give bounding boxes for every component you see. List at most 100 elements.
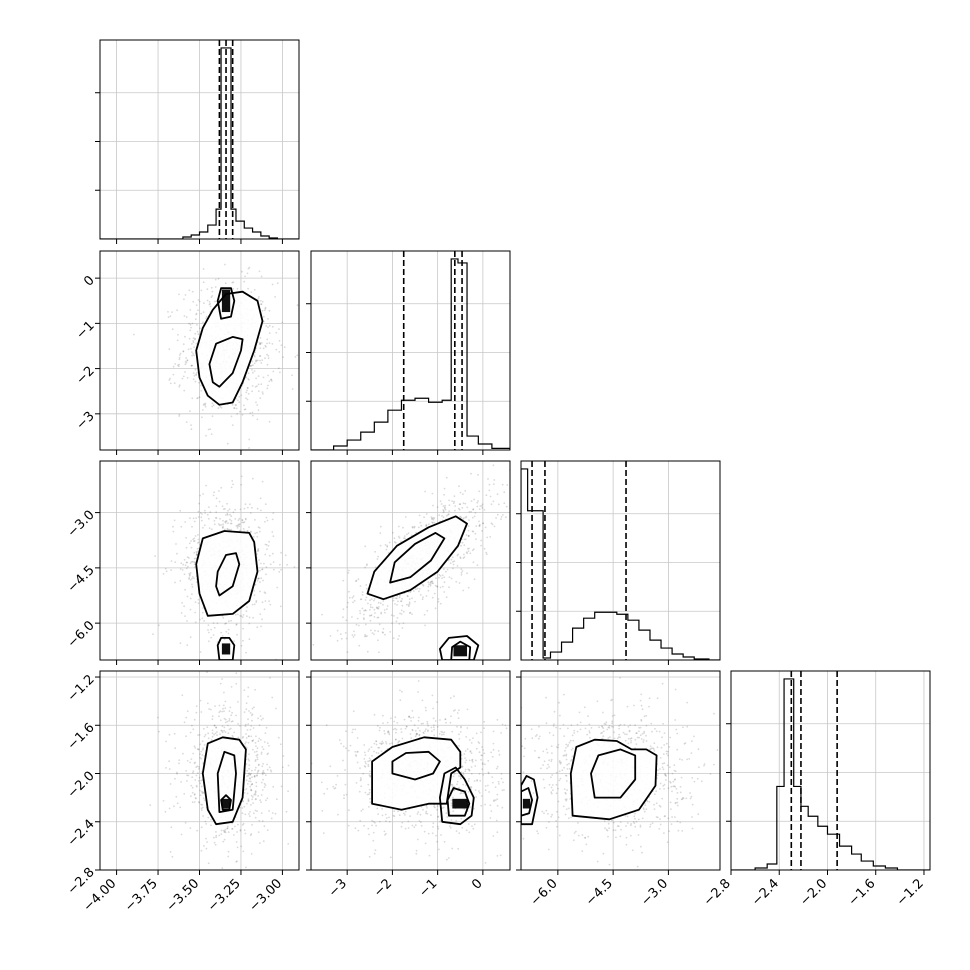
scatter-point (209, 428, 212, 430)
scatter-point (188, 578, 190, 580)
scatter-point (436, 840, 438, 843)
scatter-point (257, 383, 260, 386)
scatter-point (425, 709, 427, 712)
contour-0 (195, 290, 264, 406)
scatter-point (294, 356, 297, 358)
scatter-point (193, 537, 196, 540)
scatter-point (418, 588, 421, 590)
scatter-point (639, 665, 641, 667)
scatter-point (267, 752, 269, 755)
scatter-point (221, 710, 224, 713)
scatter-point (355, 580, 357, 583)
scatter-point (464, 502, 467, 505)
scatter-point (219, 719, 222, 722)
scatter-point (436, 725, 439, 728)
scatter-point (463, 808, 466, 811)
scatter-point (553, 723, 555, 725)
scatter-point (220, 406, 223, 409)
scatter-point (271, 531, 274, 533)
scatter-point (409, 591, 412, 594)
scatter-point (248, 772, 251, 775)
scatter-point (515, 483, 517, 485)
scatter-point (264, 784, 267, 786)
scatter-point (205, 434, 207, 437)
scatter-point (257, 769, 260, 772)
scatter-point (207, 517, 210, 520)
scatter-point (244, 742, 246, 745)
scatter-point (234, 825, 236, 828)
scatter-point (191, 586, 194, 588)
scatter-point (199, 753, 202, 756)
scatter-point (181, 377, 184, 380)
scatter-point (269, 563, 272, 566)
scatter-point (210, 286, 213, 289)
scatter-point (249, 728, 252, 731)
scatter-point (256, 535, 259, 538)
scatter-point (398, 536, 401, 539)
scatter-point (489, 495, 492, 498)
scatter-point (253, 594, 256, 596)
scatter-point (478, 791, 481, 794)
scatter-point (441, 733, 443, 736)
scatter-point (275, 331, 278, 334)
scatter-point (423, 830, 426, 833)
scatter-point (452, 810, 455, 813)
scatter-point (176, 771, 178, 774)
scatter-point (227, 522, 229, 525)
scatter-point (467, 535, 470, 538)
scatter-point (364, 545, 367, 548)
scatter-point (194, 337, 197, 340)
scatter-point (184, 294, 187, 296)
scatter-point (351, 596, 354, 599)
scatter-point (213, 724, 216, 727)
scatter-point (222, 840, 225, 843)
scatter-point (255, 750, 258, 753)
scatter-point (203, 302, 205, 305)
scatter-point (267, 354, 270, 357)
scatter-point (411, 613, 413, 615)
scatter-point (492, 781, 494, 784)
scatter-point (484, 862, 487, 864)
scatter-point (195, 313, 198, 316)
scatter-point (216, 734, 218, 737)
scatter-point (465, 551, 468, 554)
scatter-point (427, 581, 430, 584)
scatter-point (200, 785, 203, 788)
scatter-point (268, 309, 271, 312)
scatter-point (259, 715, 262, 717)
scatter-point (348, 596, 351, 599)
panel-frame-p1-p2 (99, 250, 300, 451)
scatter-point (174, 561, 177, 563)
scatter-point (200, 757, 203, 760)
scatter-point (366, 563, 368, 566)
scatter-point (252, 802, 255, 804)
scatter-point (442, 510, 445, 512)
panel-p1-p3 (152, 475, 296, 660)
scatter-point (505, 727, 508, 730)
scatter-point (221, 678, 224, 680)
scatter-point (426, 720, 429, 723)
scatter-point (194, 797, 197, 799)
scatter-point (260, 718, 263, 721)
scatter-point (202, 792, 205, 794)
scatter-point (261, 746, 264, 748)
scatter-point (222, 523, 225, 526)
scatter-point (451, 556, 454, 559)
scatter-point (355, 782, 358, 784)
scatter-point (547, 848, 550, 851)
scatter-point (442, 806, 445, 809)
scatter-point (264, 553, 267, 556)
scatter-point (192, 771, 194, 774)
scatter-point (393, 615, 395, 617)
scatter-point (432, 517, 435, 519)
scatter-point (420, 805, 423, 808)
scatter-point (173, 519, 176, 522)
scatter-point (269, 603, 272, 606)
scatter-point (443, 581, 446, 584)
scatter-point (221, 731, 224, 734)
scatter-point (376, 807, 379, 810)
scatter-point (525, 457, 527, 459)
scatter-point (240, 615, 243, 617)
scatter-point (183, 605, 186, 608)
scatter-point (471, 549, 474, 552)
